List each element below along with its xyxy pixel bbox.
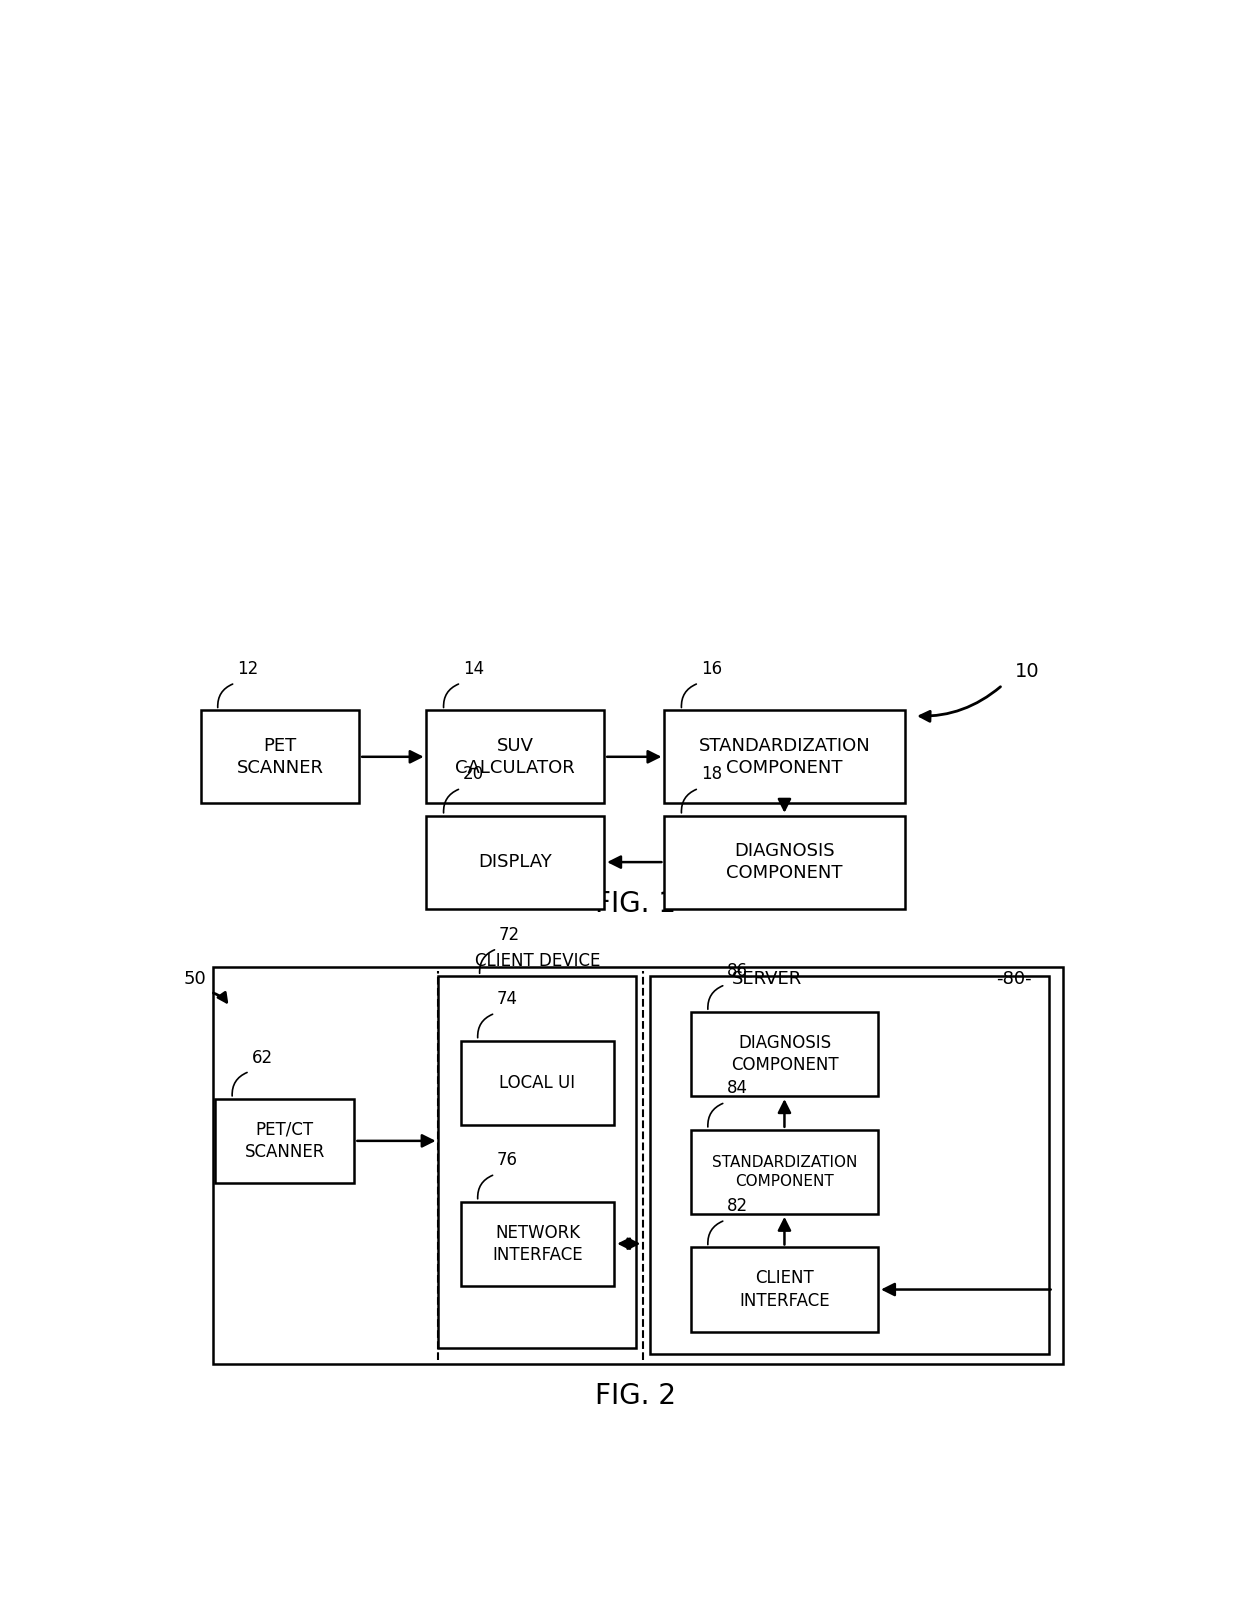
Text: CLIENT DEVICE: CLIENT DEVICE <box>475 953 600 970</box>
Text: -80-: -80- <box>996 970 1032 988</box>
Text: SUV
CALCULATOR: SUV CALCULATOR <box>455 737 575 777</box>
Text: CLIENT
INTERFACE: CLIENT INTERFACE <box>739 1270 830 1310</box>
Text: FIG. 1: FIG. 1 <box>595 890 676 917</box>
Bar <box>691 1130 878 1213</box>
Text: 82: 82 <box>728 1197 749 1215</box>
Text: SERVER: SERVER <box>732 970 802 988</box>
Text: 74: 74 <box>497 990 518 1009</box>
Text: DIAGNOSIS
COMPONENT: DIAGNOSIS COMPONENT <box>727 842 843 882</box>
Text: 50: 50 <box>184 970 207 988</box>
Bar <box>665 816 905 909</box>
Bar <box>691 1012 878 1096</box>
Bar <box>460 1202 614 1286</box>
Bar <box>650 977 1049 1353</box>
Bar <box>427 816 604 909</box>
Text: 10: 10 <box>1016 663 1039 681</box>
Text: PET
SCANNER: PET SCANNER <box>237 737 324 777</box>
Text: 84: 84 <box>728 1080 748 1097</box>
Text: 14: 14 <box>463 660 484 677</box>
Text: 76: 76 <box>497 1152 518 1170</box>
Text: STANDARDIZATION
COMPONENT: STANDARDIZATION COMPONENT <box>698 737 870 777</box>
Bar <box>201 710 360 803</box>
Text: STANDARDIZATION
COMPONENT: STANDARDIZATION COMPONENT <box>712 1155 857 1189</box>
Text: LOCAL UI: LOCAL UI <box>500 1073 575 1091</box>
Bar <box>439 977 635 1348</box>
Text: 12: 12 <box>237 660 258 677</box>
Text: FIG. 2: FIG. 2 <box>595 1382 676 1409</box>
Text: DISPLAY: DISPLAY <box>479 853 552 870</box>
Bar <box>427 710 604 803</box>
Text: 20: 20 <box>463 766 484 784</box>
Text: PET/CT
SCANNER: PET/CT SCANNER <box>244 1121 325 1162</box>
Text: 16: 16 <box>701 660 722 677</box>
Text: 86: 86 <box>728 962 748 980</box>
Bar <box>460 1041 614 1125</box>
Bar <box>665 710 905 803</box>
Text: NETWORK
INTERFACE: NETWORK INTERFACE <box>492 1223 583 1263</box>
Text: 72: 72 <box>498 925 520 944</box>
Text: 18: 18 <box>701 766 722 784</box>
Text: DIAGNOSIS
COMPONENT: DIAGNOSIS COMPONENT <box>730 1035 838 1075</box>
Bar <box>215 1099 355 1183</box>
Text: 62: 62 <box>252 1049 273 1067</box>
Bar <box>691 1247 878 1332</box>
Bar <box>213 967 1063 1364</box>
